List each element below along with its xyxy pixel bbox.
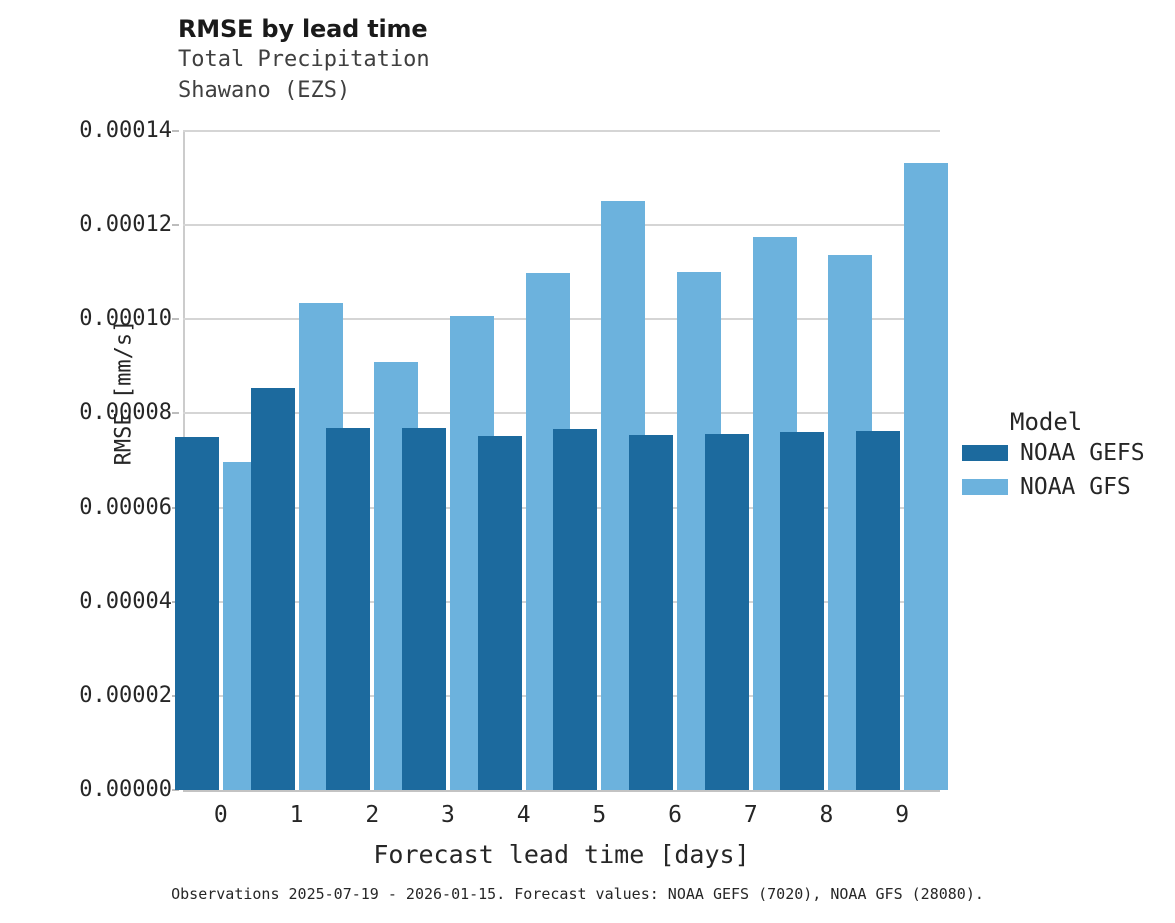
bar-noaa-gefs-lead-5[interactable] [553,428,598,790]
legend-title: Model [1010,408,1083,436]
y-tick-mark [172,789,179,791]
legend-entries: NOAA GEFS NOAA GFS [962,436,1145,504]
y-tick-label: 0.00002 [79,682,172,708]
y-tick-label: 0.00004 [79,588,172,614]
gridline [183,130,940,132]
x-tick-label: 0 [213,802,228,828]
y-axis-tick-labels: 0.00000 0.00002 0.00004 0.00006 0.00008 0.000… [0,120,179,801]
y-tick-mark [172,224,179,227]
bar-noaa-gfs-lead-9[interactable] [904,163,949,790]
bar-noaa-gefs-lead-4[interactable] [477,436,522,790]
bar-noaa-gefs-lead-3[interactable] [401,428,446,790]
bar-noaa-gefs-lead-1[interactable] [250,388,295,790]
x-axis-tick-labels: 0 1 2 3 4 5 6 7 8 9 [183,802,940,834]
y-tick-mark [172,130,179,132]
page-title: RMSE by lead time [178,15,428,43]
legend-swatch-icon [962,445,1008,461]
y-tick-label: 0.00006 [79,494,172,520]
y-tick-label: 0.00000 [79,777,172,802]
x-tick-label: 4 [516,802,531,828]
bar-noaa-gefs-lead-6[interactable] [629,435,674,790]
x-tick-label: 9 [895,802,910,828]
legend-item-noaa-gfs[interactable]: NOAA GFS [962,470,1145,504]
y-tick-label: 0.00008 [79,400,172,426]
x-tick-label: 3 [441,802,455,828]
x-tick-label: 2 [365,802,380,828]
bar-noaa-gefs-lead-8[interactable] [780,432,825,790]
x-tick-label: 8 [819,802,834,828]
legend-label: NOAA GFS [1020,473,1131,500]
footer-caption: Observations 2025-07-19 - 2026-01-15. Fo… [171,885,984,903]
y-tick-label: 0.00014 [79,118,172,143]
chart-subtitle-variable: Total Precipitation [178,47,430,72]
bar-noaa-gefs-lead-2[interactable] [326,428,371,790]
legend-item-noaa-gefs[interactable]: NOAA GEFS [962,436,1145,470]
y-tick-mark [172,318,179,321]
bar-noaa-gefs-lead-7[interactable] [704,434,749,790]
legend-label: NOAA GEFS [1020,439,1145,466]
x-axis-title: Forecast lead time [days] [373,840,750,869]
chart-subtitle-location: Shawano (EZS) [178,78,351,103]
legend-swatch-icon [962,479,1008,495]
y-tick-label: 0.00012 [79,212,172,238]
legend: Model NOAA GEFS NOAA GFS [962,408,1145,504]
plot-area [174,130,949,792]
title-block: RMSE by lead time Total Precipitation Sh… [178,14,878,106]
bar-noaa-gefs-lead-9[interactable] [856,430,901,790]
x-tick-label: 7 [743,802,758,828]
x-axis-line [183,790,940,792]
y-tick-mark [172,412,179,415]
x-tick-label: 6 [668,802,682,828]
gridline [183,224,940,227]
y-tick-label: 0.00010 [79,306,172,332]
x-tick-label: 1 [289,802,304,828]
x-tick-label: 5 [592,802,607,828]
bar-noaa-gefs-lead-0[interactable] [174,436,219,790]
